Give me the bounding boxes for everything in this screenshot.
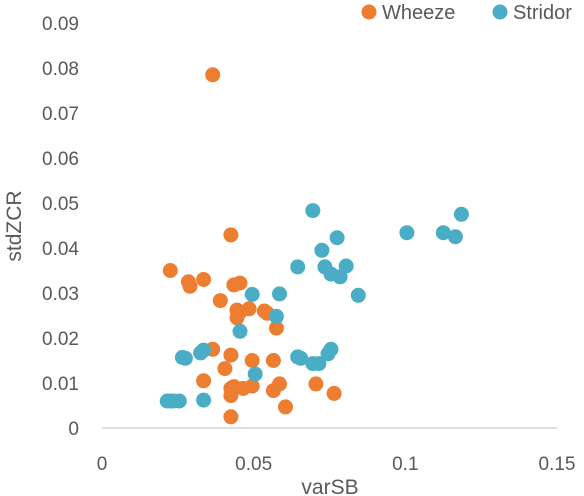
- wheeze-point: [223, 227, 239, 243]
- stridor-point: [196, 392, 212, 408]
- wheeze-point: [244, 378, 260, 394]
- y-tick-label: 0.02: [42, 329, 79, 350]
- x-tick-label: 0.1: [392, 454, 418, 475]
- wheeze-point: [223, 409, 239, 425]
- legend-marker-stridor: [492, 4, 508, 20]
- x-axis-title: varSB: [301, 476, 358, 496]
- wheeze-point: [226, 277, 242, 293]
- wheeze-point: [308, 376, 324, 392]
- legend-marker-wheeze: [361, 4, 377, 20]
- stridor-point: [447, 229, 463, 245]
- x-axis-ticks: 0 0.05 0.1 0.15: [97, 454, 576, 475]
- wheeze-point: [196, 272, 212, 287]
- wheeze-point: [205, 67, 221, 83]
- stridor-point: [293, 350, 309, 366]
- stridor-point: [272, 286, 287, 302]
- wheeze-point: [268, 320, 284, 336]
- legend: Wheeze Stridor: [361, 2, 572, 24]
- x-tick-label: 0: [97, 454, 108, 475]
- wheeze-point: [182, 278, 198, 294]
- wheeze-point: [217, 361, 233, 377]
- stridor-point: [332, 269, 348, 285]
- stridor-point: [268, 308, 284, 324]
- y-tick-label: 0: [68, 419, 79, 440]
- stridor-point: [453, 206, 469, 222]
- stridor-point: [177, 350, 193, 366]
- stridor-point: [311, 356, 327, 372]
- stridor-point: [247, 366, 263, 382]
- wheeze-point: [229, 310, 245, 326]
- wheeze-point: [196, 373, 212, 389]
- y-tick-label: 0.04: [42, 239, 79, 260]
- y-tick-label: 0.01: [42, 374, 79, 395]
- wheeze-point: [212, 293, 228, 309]
- y-axis-ticks: 0 0.01 0.02 0.03 0.04 0.05 0.06 0.07 0.08 0.09: [42, 14, 79, 440]
- y-tick-label: 0.08: [42, 59, 79, 80]
- stridor-point: [171, 393, 187, 409]
- stridor-point: [329, 230, 345, 246]
- stridor-point: [350, 287, 366, 303]
- stridor-point: [435, 225, 451, 241]
- legend-label-stridor: Stridor: [513, 2, 572, 24]
- stridor-point: [232, 323, 248, 339]
- y-axis-title: stdZCR: [3, 190, 26, 261]
- wheeze-point: [162, 263, 178, 278]
- wheeze-point: [223, 388, 239, 404]
- y-tick-label: 0.06: [42, 149, 79, 170]
- data-points: [159, 67, 469, 425]
- legend-label-wheeze: Wheeze: [382, 2, 455, 24]
- stridor-point: [305, 203, 321, 219]
- x-tick-label: 0.05: [235, 454, 272, 475]
- stridor-point: [193, 345, 209, 361]
- wheeze-point: [223, 347, 239, 363]
- y-tick-label: 0.03: [42, 284, 79, 305]
- wheeze-point: [326, 385, 342, 401]
- stridor-point: [290, 259, 306, 275]
- y-tick-label: 0.09: [42, 14, 79, 35]
- stridor-point: [314, 242, 330, 258]
- y-tick-label: 0.07: [42, 104, 79, 125]
- x-tick-label: 0.15: [539, 454, 576, 475]
- stridor-point: [320, 346, 336, 362]
- wheeze-point: [265, 353, 281, 368]
- stridor-point: [399, 225, 415, 241]
- wheeze-point: [272, 376, 287, 392]
- wheeze-point: [278, 399, 293, 415]
- y-tick-label: 0.05: [42, 194, 79, 215]
- wheeze-point: [244, 353, 260, 368]
- stridor-point: [244, 286, 260, 302]
